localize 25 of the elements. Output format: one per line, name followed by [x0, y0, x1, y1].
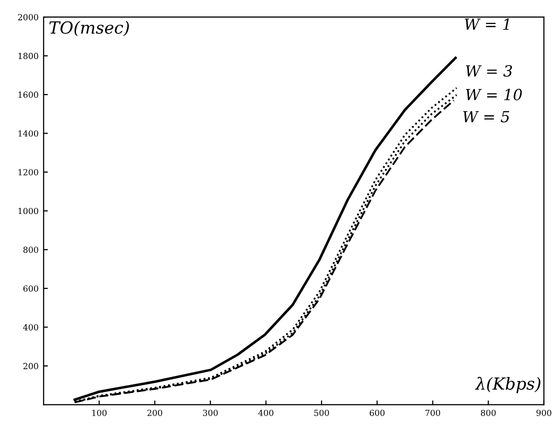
- y-tick-label: 1400: [18, 130, 38, 137]
- x-tick-label: 400: [258, 410, 274, 416]
- y-tick-label: 200: [23, 362, 38, 370]
- y-axis-title: TO(msec): [49, 20, 129, 36]
- y-tick-label: 600: [23, 285, 38, 292]
- x-tick-label: 900: [536, 410, 552, 416]
- x-tick-label: 600: [370, 410, 385, 416]
- x-tick-label: 100: [92, 410, 107, 416]
- x-tick-label: 300: [203, 410, 218, 416]
- y-tick-label: 1600: [18, 92, 38, 98]
- y-tick-label: 400: [23, 324, 38, 330]
- series-label: W = 1: [464, 18, 509, 30]
- x-tick-label: 500: [314, 410, 329, 416]
- series-label: W = 3: [466, 65, 512, 77]
- x-tick-label: 200: [147, 410, 162, 416]
- x-tick-label: 700: [425, 410, 440, 416]
- x-tick-label: 800: [480, 410, 496, 416]
- y-tick-label: 1000: [18, 208, 38, 214]
- series-label: W = 5: [463, 111, 510, 122]
- y-tick-label: 1800: [18, 52, 38, 60]
- y-tick-label: 2000: [18, 14, 38, 20]
- y-tick-label: 800: [23, 246, 38, 253]
- y-tick-label: 1200: [18, 169, 38, 176]
- x-axis-title: λ(Kbps): [474, 376, 540, 394]
- series-label: W = 10: [466, 88, 522, 100]
